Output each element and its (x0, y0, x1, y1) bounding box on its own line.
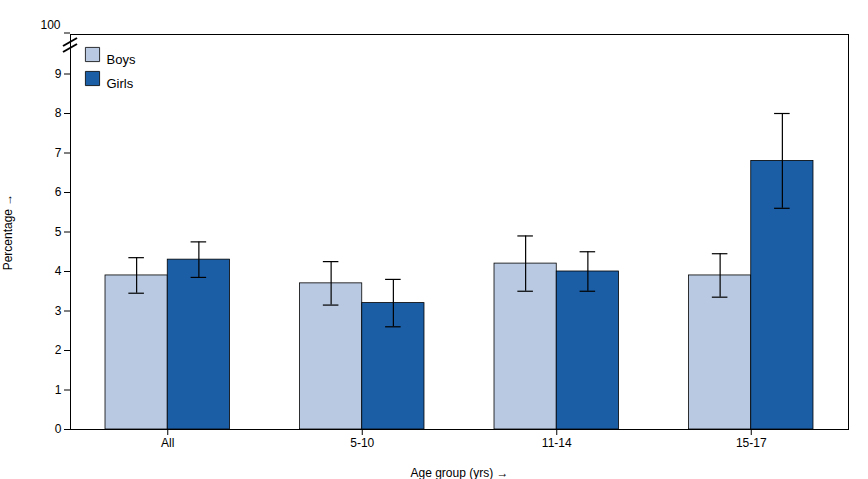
svg-text:5-10: 5-10 (350, 436, 374, 450)
svg-text:2: 2 (55, 343, 62, 357)
svg-text:All: All (161, 436, 174, 450)
svg-text:11-14: 11-14 (542, 436, 572, 450)
svg-text:100: 100 (40, 18, 60, 32)
svg-text:0: 0 (55, 422, 62, 436)
svg-text:Age group (yrs) →: Age group (yrs) → (410, 466, 508, 479)
svg-text:Boys: Boys (107, 52, 136, 67)
svg-text:1: 1 (55, 383, 62, 397)
svg-text:4: 4 (55, 264, 62, 278)
svg-text:8: 8 (55, 106, 62, 120)
svg-text:7: 7 (55, 146, 62, 160)
svg-text:15-17: 15-17 (736, 436, 767, 450)
svg-text:Girls: Girls (107, 76, 134, 91)
svg-text:6: 6 (55, 185, 62, 199)
svg-text:3: 3 (55, 304, 62, 318)
svg-text:Percentage →: Percentage → (1, 194, 15, 271)
svg-text:5: 5 (55, 225, 62, 239)
svg-text:9: 9 (55, 67, 62, 81)
